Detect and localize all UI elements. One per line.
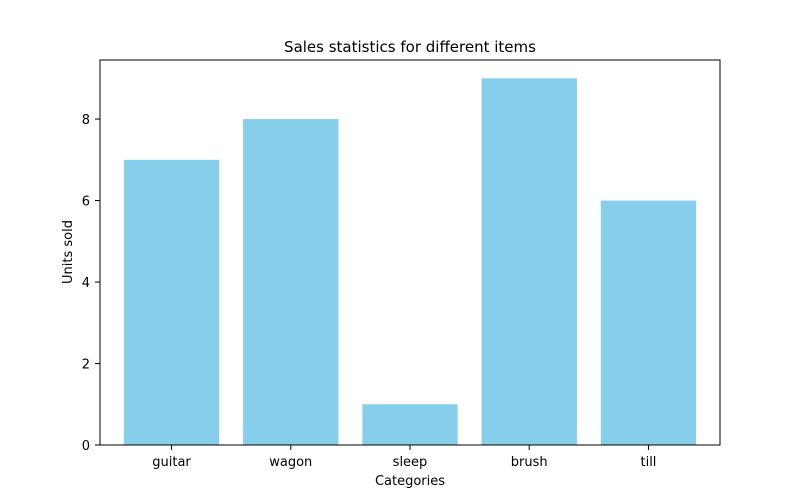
y-tick-label: 4 — [82, 276, 90, 291]
y-axis-ticks: 0 2 4 6 8 — [82, 113, 100, 454]
bar-sleep — [362, 404, 458, 445]
y-tick-label: 2 — [82, 358, 90, 373]
bar-wagon — [243, 119, 339, 446]
x-axis-ticks: guitar wagon sleep brush till — [152, 445, 656, 470]
x-tick-label: brush — [511, 455, 548, 470]
y-tick-label: 6 — [82, 195, 90, 210]
y-axis-label: Units sold — [61, 220, 76, 284]
x-tick-label: till — [640, 455, 656, 470]
bar-till — [600, 200, 697, 445]
x-axis-label: Categories — [375, 474, 445, 489]
bar-brush — [481, 78, 577, 445]
x-tick-label: guitar — [152, 455, 191, 470]
bars-group — [123, 78, 697, 446]
chart-title: Sales statistics for different items — [284, 38, 536, 56]
y-tick-label: 8 — [82, 113, 90, 128]
y-tick-label: 0 — [82, 439, 90, 454]
x-tick-label: sleep — [393, 455, 428, 470]
x-tick-label: wagon — [269, 455, 312, 470]
bar-guitar — [123, 159, 220, 445]
